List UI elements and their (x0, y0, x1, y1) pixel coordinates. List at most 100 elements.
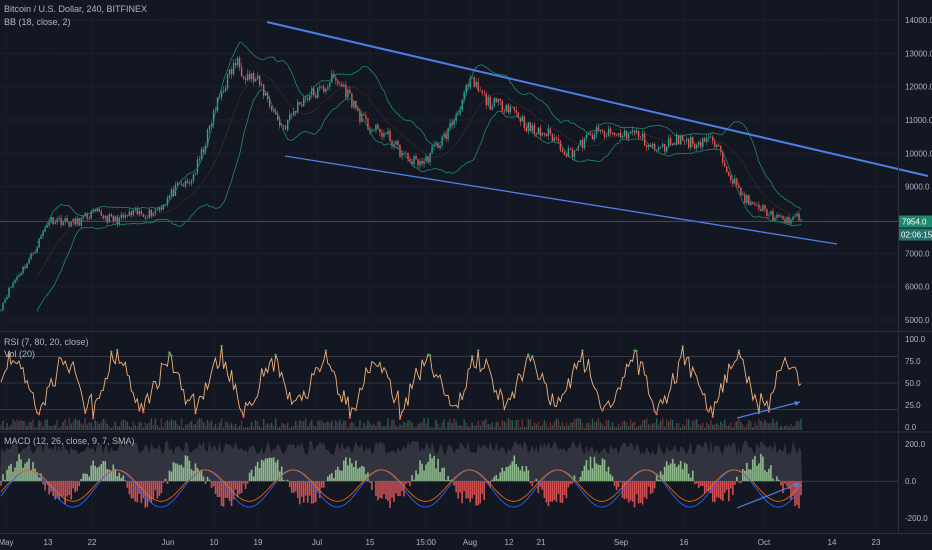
macd-histogram-bar (505, 467, 508, 482)
volume-bar (597, 418, 600, 430)
macd-histogram-bar (643, 481, 646, 498)
volume-bar (321, 420, 323, 430)
macd-histogram-bar (613, 481, 616, 486)
macd-histogram-bar (679, 461, 682, 482)
macd-histogram-bar (595, 463, 598, 482)
rsi-tick-label: 0.0 (905, 423, 917, 432)
macd-histogram-bar (409, 481, 411, 487)
candle-body (34, 252, 36, 254)
volume-bar (774, 423, 776, 430)
candle-body (537, 127, 540, 135)
candle-body (70, 221, 72, 227)
candle-body (162, 204, 165, 210)
volume-bar (347, 427, 349, 430)
volume-bar (102, 419, 104, 430)
volume-bar (475, 425, 477, 430)
candle-body (553, 137, 556, 141)
macd-histogram-bar (130, 481, 133, 499)
volume-bar (210, 420, 213, 430)
volume-bar (716, 423, 718, 430)
candle-body (788, 217, 790, 224)
candle-body (86, 213, 88, 219)
rsi-divergence-arrow (794, 401, 800, 406)
candle-body (583, 138, 586, 148)
volume-bar (665, 419, 668, 430)
rsi-pane: 100.0 75.0 50.0 25.0 0.0 (0, 335, 926, 432)
volume-bar (503, 421, 505, 430)
candle-body (357, 108, 359, 111)
candle-body (599, 130, 602, 132)
candle-body (158, 207, 161, 211)
rsi-overbought-mark (110, 350, 113, 353)
macd-histogram-bar (798, 481, 800, 509)
candle-body (661, 143, 664, 147)
volume-bar (80, 423, 82, 430)
volume-bar (425, 423, 427, 430)
candle-body (353, 100, 355, 108)
time-axis: May 13 22 Jun 10 19 Jul 15 15:00 Aug 12 21 Sep 16 Oct 1… (0, 538, 881, 547)
volume-bar (383, 426, 385, 430)
macd-histogram-bar (732, 481, 734, 496)
candle-body (38, 238, 40, 248)
candle-body (463, 91, 465, 100)
candle-body (459, 110, 461, 114)
candle-body (603, 131, 606, 137)
candle-body (706, 138, 708, 142)
rsi-overbought-mark (168, 351, 171, 354)
candle-body (641, 133, 644, 138)
macd-histogram-bar (36, 472, 38, 482)
rsi-divergence-line (736, 401, 801, 419)
candle-body (694, 144, 696, 149)
macd-histogram-bar (4, 479, 6, 482)
rsi-oversold-mark (354, 408, 358, 412)
candle-body (391, 141, 393, 147)
candle-body (732, 180, 734, 184)
candle-body (327, 86, 329, 89)
macd-histogram-bar (794, 481, 796, 507)
macd-histogram-bar (641, 481, 644, 505)
candle-body (593, 134, 596, 140)
candle-body (752, 201, 754, 204)
macd-histogram-bar (625, 481, 628, 499)
macd-histogram-bar (635, 481, 638, 495)
volume-bar (106, 423, 108, 430)
rsi-oversold-mark (92, 416, 95, 420)
volume-bar (68, 418, 70, 430)
volume-bar (617, 423, 620, 430)
candle-body (515, 110, 517, 113)
macd-histogram-bar (780, 481, 782, 486)
volume-bar (22, 421, 24, 430)
volume-bar (579, 418, 582, 430)
macd-histogram-bar (752, 459, 754, 482)
rsi-tick-label: 25.0 (905, 401, 921, 410)
candle-body (431, 146, 433, 153)
macd-histogram-bar (557, 481, 560, 494)
macd-histogram-bar (158, 481, 161, 496)
macd-histogram-bar (86, 473, 89, 482)
macd-histogram-bar (754, 456, 756, 482)
candle-body (766, 208, 768, 216)
candle-body (429, 152, 431, 163)
volume-bar (407, 420, 409, 430)
macd-histogram-bar (469, 481, 471, 503)
volume-bar (738, 418, 740, 430)
volume-bar (6, 423, 8, 430)
candle-body (188, 182, 191, 184)
macd-histogram-bar (695, 481, 698, 484)
candle-body (487, 96, 489, 106)
macd-histogram-bar (617, 481, 620, 488)
candle-body (475, 81, 477, 87)
macd-histogram-bar (116, 476, 119, 482)
volume-bar (222, 427, 225, 430)
volume-bar (686, 419, 688, 430)
macd-histogram-bar (134, 481, 137, 502)
macd-histogram-bar (701, 481, 704, 487)
candle-body (700, 142, 702, 147)
macd-histogram-bar (76, 481, 78, 491)
macd-histogram-bar (78, 481, 80, 487)
macd-histogram-bar (659, 471, 662, 482)
volume-bar (62, 421, 64, 430)
macd-histogram-bar (74, 481, 76, 493)
candle-body (381, 132, 383, 137)
